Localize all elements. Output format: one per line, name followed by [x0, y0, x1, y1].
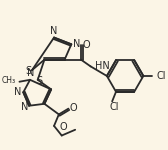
Text: N: N [27, 68, 35, 78]
Text: O: O [69, 103, 77, 113]
Text: N: N [50, 26, 58, 36]
Text: O: O [83, 40, 91, 50]
Text: CH₃: CH₃ [2, 76, 16, 85]
Text: HN: HN [95, 61, 110, 71]
Text: Cl: Cl [157, 71, 166, 81]
Text: N: N [14, 87, 21, 97]
Text: S: S [25, 66, 31, 76]
Text: Cl: Cl [109, 102, 119, 112]
Text: O: O [60, 122, 67, 132]
Text: S: S [37, 76, 43, 86]
Text: N: N [20, 102, 28, 112]
Text: N: N [73, 39, 81, 49]
